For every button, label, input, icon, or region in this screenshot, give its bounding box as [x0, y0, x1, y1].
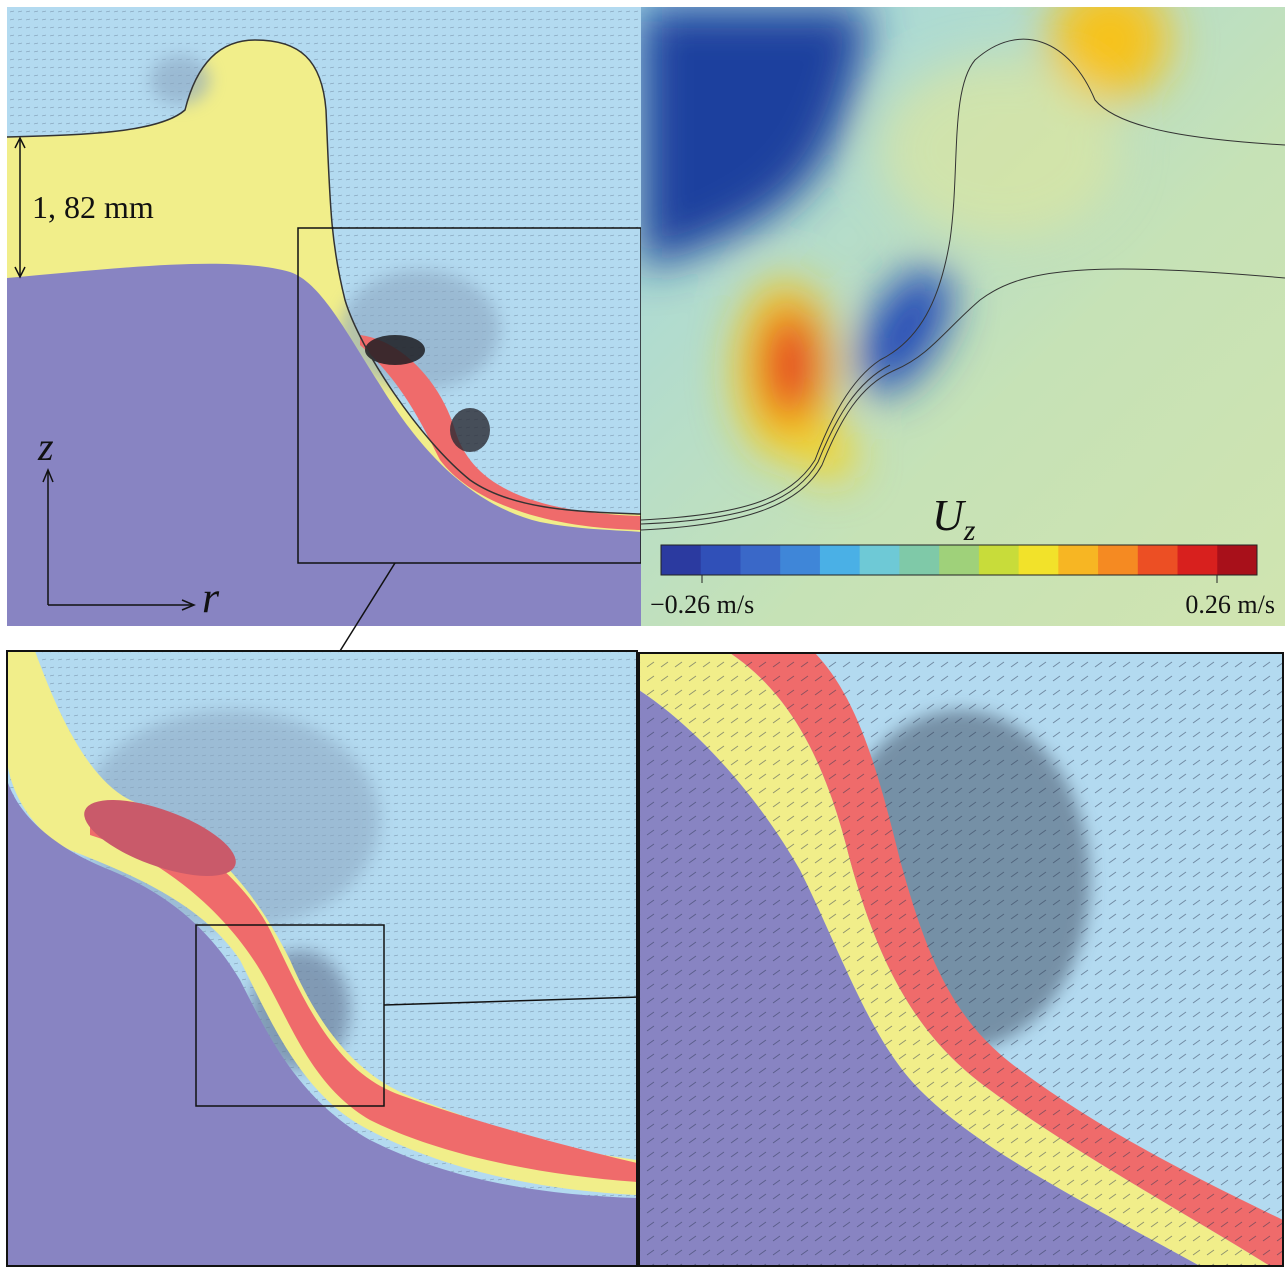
- colorbar: [660, 544, 1258, 583]
- shape: [805, 430, 855, 480]
- shape: [641, 268, 1285, 531]
- shape: [450, 408, 490, 452]
- shape: [638, 652, 1284, 1267]
- colorbar-segment: [1018, 545, 1059, 575]
- colorbar-segment: [700, 545, 741, 575]
- shape: [7, 39, 641, 515]
- colorbar-segment: [819, 545, 861, 575]
- shape: [760, 305, 820, 425]
- colorbar-title: Uz: [932, 491, 976, 547]
- colorbar-segment: [899, 545, 940, 575]
- colorbar-segment: [1177, 545, 1218, 575]
- shape: [360, 335, 641, 530]
- interface-panel: [7, 7, 641, 626]
- shape: [641, 7, 870, 270]
- colorbar-segment: [1217, 545, 1258, 575]
- shape: [7, 263, 641, 626]
- shape: [6, 650, 638, 1267]
- shape: [880, 60, 1120, 240]
- shape: z: [963, 514, 976, 547]
- colorbar-segment: [661, 545, 702, 575]
- shape: [858, 266, 952, 394]
- shape: [42, 468, 196, 611]
- colorbar-segment: [740, 545, 781, 575]
- shape: [365, 335, 425, 365]
- colorbar-segment: [1137, 545, 1179, 575]
- thickness-label: 1, 82 mm: [32, 189, 154, 225]
- shape: [641, 38, 1285, 521]
- shape: [7, 780, 637, 1266]
- zoom-panel-1: [7, 651, 637, 1266]
- r-label: r: [202, 573, 220, 622]
- zoom-panel-2: [639, 653, 1283, 1266]
- colorbar-segment: [978, 545, 1020, 575]
- colorbar-segment: [1058, 545, 1099, 575]
- shape: [383, 996, 640, 1006]
- shape: [339, 562, 396, 652]
- shape: [660, 544, 1258, 576]
- shape: [84, 800, 236, 876]
- zoom-box: [195, 924, 385, 1107]
- colorbar-max-label: 0.26 m/s: [1185, 590, 1275, 619]
- shape: [150, 55, 210, 105]
- velocity-field-panel: [641, 7, 1285, 626]
- shape: [661, 545, 1258, 575]
- colorbar-segment: [1098, 545, 1139, 575]
- shape: [14, 136, 26, 279]
- shape: [90, 809, 637, 1182]
- shape: [1050, 7, 1170, 100]
- shape: [7, 651, 637, 1195]
- z-label: z: [37, 424, 54, 469]
- shape: [639, 653, 1283, 1266]
- shape: U: [932, 491, 967, 540]
- colorbar-segment: [939, 545, 980, 575]
- shape: [641, 364, 891, 525]
- colorbar-segment: [859, 545, 900, 575]
- colorbar-min-label: −0.26 m/s: [650, 590, 754, 619]
- shape: [641, 7, 1170, 480]
- colorbar-segment: [780, 545, 821, 575]
